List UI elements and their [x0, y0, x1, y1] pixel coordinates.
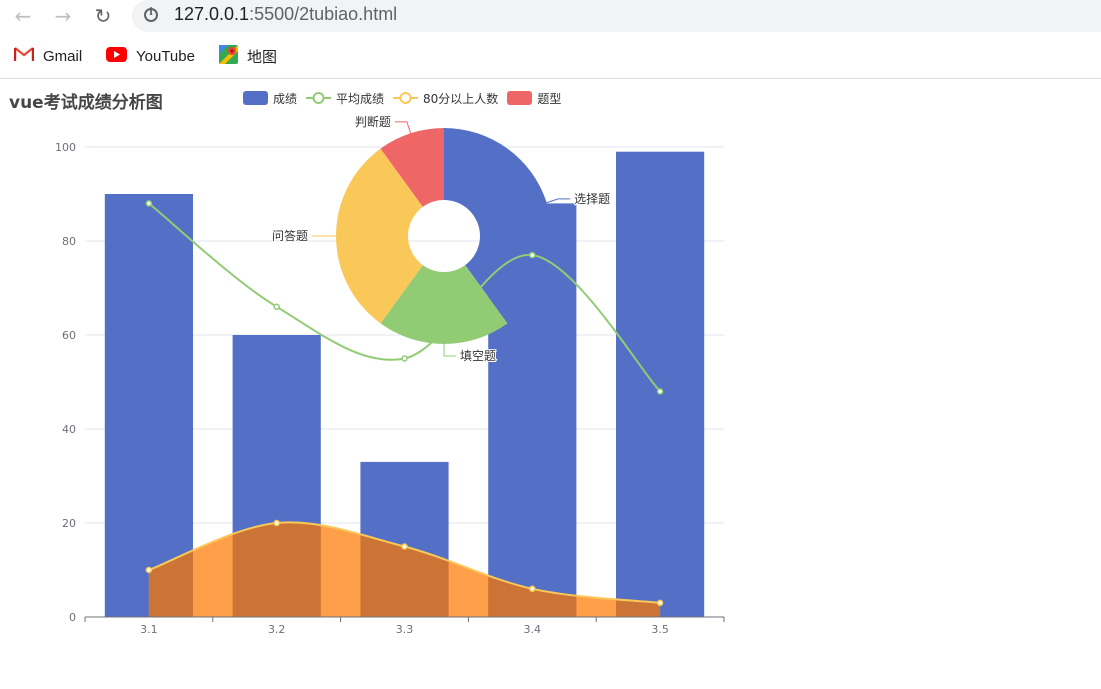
url-host: 127.0.0.1 — [174, 4, 250, 24]
y-tick-label: 20 — [62, 517, 76, 530]
bookmark-label: YouTube — [136, 47, 195, 65]
bookmarks-bar: Gmail YouTube 地图 — [0, 40, 1101, 72]
area-point — [656, 599, 664, 607]
legend-label: 题型 — [537, 91, 562, 106]
pie-label: 选择题 — [574, 192, 610, 206]
pie-label: 填空题 — [460, 349, 496, 363]
site-info-icon[interactable] — [144, 7, 158, 22]
pie-label-line — [443, 344, 456, 357]
y-tick-label: 40 — [62, 423, 76, 436]
pie-label: 问答题 — [272, 228, 308, 243]
area-point — [145, 566, 153, 574]
avg-point — [656, 388, 664, 395]
legend-item-avg[interactable]: 平均成绩 — [306, 90, 384, 107]
area-point — [273, 519, 280, 527]
pie-label-line — [394, 121, 412, 134]
address-bar[interactable]: 127.0.0.1:5500/2tubiao.html — [132, 0, 1101, 32]
y-tick-label: 60 — [62, 329, 76, 342]
legend-pie-swatch-icon — [507, 91, 533, 105]
pie-slice — [380, 128, 444, 207]
back-arrow-icon[interactable]: ← — [14, 4, 32, 28]
pie-slice — [336, 148, 423, 324]
url-text[interactable]: 127.0.0.1:5500/2tubiao.html — [174, 4, 397, 25]
gmail-icon — [13, 46, 35, 66]
legend-item-pie[interactable]: 题型 — [507, 90, 561, 107]
legend-line-swatch-icon — [393, 92, 419, 104]
y-tick-label: 100 — [55, 141, 76, 154]
bar-mark — [104, 194, 193, 617]
legend-label: 成绩 — [273, 91, 298, 106]
bookmark-youtube[interactable]: YouTube — [106, 46, 195, 66]
url-path: :5500/2tubiao.html — [249, 4, 398, 24]
reload-icon[interactable]: ↻ — [94, 4, 112, 28]
legend-line-swatch-icon — [306, 92, 332, 104]
youtube-icon — [106, 46, 127, 66]
maps-icon — [219, 44, 238, 68]
avg-line — [148, 202, 661, 393]
x-tick-label: 3.4 — [524, 623, 542, 636]
avg-point — [401, 355, 408, 362]
x-tick-label: 3.5 — [651, 623, 669, 636]
y-tick-label: 80 — [62, 235, 76, 248]
forward-arrow-icon[interactable]: → — [54, 4, 72, 28]
pie-label-line — [546, 198, 571, 204]
legend-label: 平均成绩 — [336, 91, 385, 106]
chart-title: vue考试成绩分析图 — [9, 93, 163, 113]
bar-mark — [616, 151, 705, 617]
pie-slice — [444, 128, 552, 324]
chart-legend: 成绩 平均成绩 80分以上人数 题型 — [243, 89, 570, 107]
bookmark-label: Gmail — [43, 47, 83, 65]
legend-item-bar[interactable]: 成绩 — [243, 90, 297, 107]
bookmark-label: 地图 — [247, 48, 278, 66]
bookmark-gmail[interactable]: Gmail — [13, 46, 83, 66]
bookmark-maps[interactable]: 地图 — [219, 44, 278, 68]
x-tick-label: 3.3 — [396, 623, 414, 636]
avg-point — [529, 251, 536, 259]
area-overlap-mark — [232, 522, 321, 617]
area-point — [401, 543, 408, 550]
area-point — [529, 585, 536, 593]
avg-point — [145, 200, 153, 207]
pie-slice — [380, 265, 508, 345]
y-tick-label: 0 — [69, 611, 76, 624]
browser-toolbar: ← → ↻ 127.0.0.1:5500/2tubiao.html — [0, 0, 1101, 32]
pie-label: 判断题 — [355, 114, 391, 129]
x-tick-label: 3.1 — [140, 623, 158, 636]
x-tick-label: 3.2 — [268, 623, 286, 636]
legend-bar-swatch-icon — [243, 91, 268, 105]
legend-label: 80分以上人数 — [423, 91, 499, 106]
toolbar-divider — [0, 78, 1101, 79]
avg-point — [273, 303, 280, 311]
legend-item-over80[interactable]: 80分以上人数 — [393, 90, 498, 107]
